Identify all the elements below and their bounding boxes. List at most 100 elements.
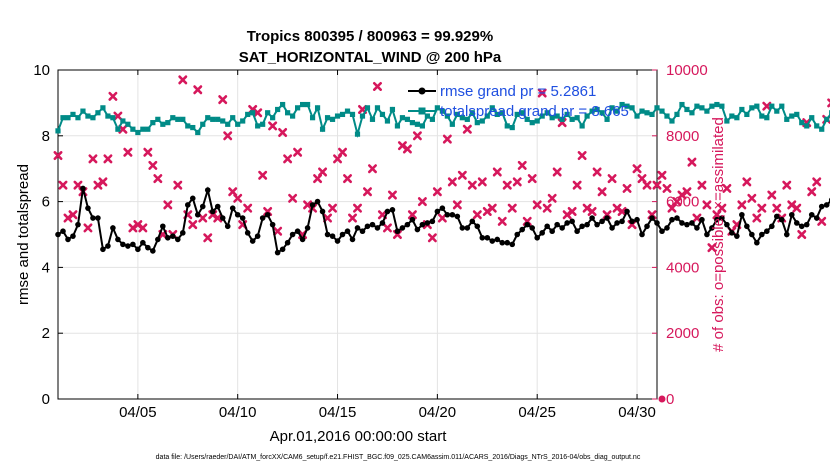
y2-tick-label: 6000 — [666, 194, 699, 211]
totalspread-point — [609, 105, 615, 111]
totalspread-point — [145, 126, 151, 132]
rmse-point — [484, 234, 491, 241]
rmse-point — [449, 211, 456, 218]
obs-point — [792, 203, 802, 213]
y2-tick-label: 10000 — [666, 62, 708, 79]
rmse-point — [354, 225, 361, 231]
rmse-point — [479, 234, 486, 241]
rmse-point — [614, 220, 620, 226]
obs-point — [123, 147, 133, 157]
rmse-point — [744, 223, 750, 230]
obs-point — [657, 170, 667, 180]
totalspread-point — [275, 106, 281, 113]
rmse-point — [279, 246, 286, 253]
rmse-point — [394, 228, 401, 235]
obs-point — [273, 226, 283, 236]
rmse-point — [299, 236, 306, 243]
totalspread-point — [160, 121, 166, 127]
rmse-point — [808, 211, 815, 218]
totalspread-point — [80, 108, 86, 114]
totalspread-point — [215, 116, 221, 122]
obs-point — [577, 151, 587, 161]
obs-point — [447, 177, 457, 187]
rmse-point — [554, 221, 560, 228]
obs-point — [662, 183, 672, 193]
rmse-point — [110, 225, 116, 231]
rmse-point — [359, 228, 366, 235]
rmse-point — [334, 238, 341, 244]
rmse-point — [788, 211, 795, 218]
obs-point — [547, 193, 557, 203]
rmse-point — [489, 238, 496, 244]
rmse-point — [130, 241, 136, 248]
rmse-point — [160, 223, 166, 230]
rmse-point — [199, 203, 206, 210]
obs-point — [338, 147, 348, 157]
obs-point — [757, 203, 767, 213]
x-tick-label: 04/05 — [119, 404, 157, 421]
totalspread-point — [584, 113, 590, 119]
rmse-point — [100, 246, 106, 253]
obs-point — [293, 147, 303, 157]
obs-point — [457, 170, 467, 180]
obs-point — [372, 81, 382, 91]
rmse-point — [629, 218, 635, 225]
y2-tick-label: 8000 — [666, 128, 699, 145]
rmse-point — [714, 216, 720, 223]
x-tick-label: 04/30 — [618, 404, 656, 421]
rmse-point — [329, 233, 336, 239]
totalspread-point — [544, 110, 550, 116]
totalspread-point — [734, 115, 740, 121]
obs-point — [537, 88, 547, 98]
obs-point — [812, 177, 822, 187]
obs-point — [148, 160, 158, 170]
rmse-point — [764, 228, 770, 235]
obs-point — [632, 164, 642, 174]
rmse-point — [689, 220, 695, 226]
totalspread-point — [469, 110, 475, 116]
rmse-point — [694, 225, 700, 231]
y-tick-label: 6 — [42, 194, 50, 211]
obs-point — [143, 147, 153, 157]
totalspread-point — [459, 115, 465, 121]
totalspread-point — [739, 106, 745, 113]
y-tick-label: 0 — [42, 391, 50, 408]
obs-point — [542, 203, 552, 213]
rmse-point — [170, 233, 176, 239]
obs-point — [437, 213, 447, 223]
obs-end-marker — [658, 395, 666, 403]
obs-point — [188, 220, 198, 230]
totalspread-point — [554, 113, 560, 119]
totalspread-point — [369, 116, 376, 122]
totalspread-point — [384, 118, 391, 124]
totalspread-point — [519, 110, 525, 116]
rmse-point — [504, 239, 511, 246]
obs-point — [567, 206, 577, 216]
totalspread-point — [764, 115, 770, 121]
y-tick-label: 4 — [42, 259, 50, 276]
chart-subtitle: SAT_HORIZONTAL_WIND @ 200 hPa — [239, 49, 502, 66]
totalspread-point — [414, 121, 420, 127]
obs-point — [517, 160, 527, 170]
obs-point — [532, 200, 542, 210]
rmse-point — [145, 244, 151, 251]
totalspread-point — [799, 120, 805, 126]
obs-point — [512, 177, 522, 187]
rmse-point — [793, 220, 800, 226]
rmse-point — [774, 213, 780, 220]
rmse-point — [684, 221, 690, 228]
rmse-point — [624, 208, 630, 215]
rmse-point — [249, 238, 256, 244]
rmse-point — [264, 211, 271, 218]
totalspread-point — [314, 105, 321, 111]
totalspread-point — [389, 106, 396, 113]
rmse-point — [539, 230, 545, 236]
tick-labels: 04/05 04/10 04/15 04/20 04/25 04/30 0 2 4 6 8 10 0 20… — [33, 62, 707, 421]
rmse-point — [274, 249, 281, 256]
obs-point — [572, 180, 582, 190]
obs-point — [752, 213, 762, 223]
obs-point — [68, 210, 78, 220]
obs-point — [412, 131, 422, 141]
totalspread-point — [694, 103, 700, 109]
